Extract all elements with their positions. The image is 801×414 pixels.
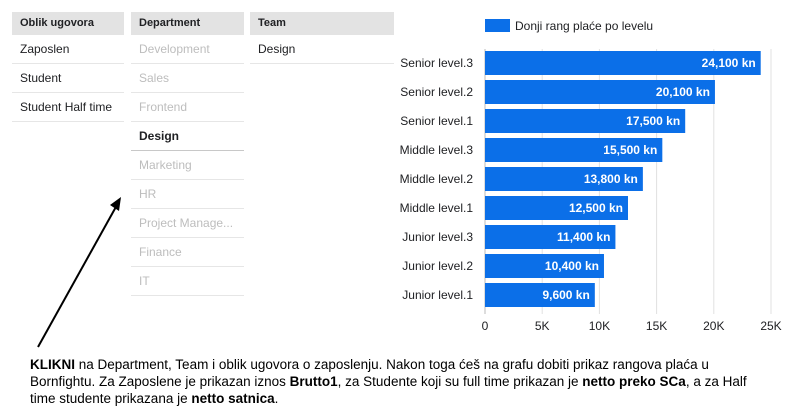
filter-oblik-ugovora: Oblik ugovora Zaposlen Student Student H… xyxy=(12,12,124,122)
filter-item-marketing[interactable]: Marketing xyxy=(131,151,244,180)
y-category-label: Middle level.1 xyxy=(400,201,474,215)
instr-bold-brutto: Brutto1 xyxy=(289,374,338,389)
y-category-label: Middle level.3 xyxy=(400,143,474,157)
x-tick-label: 10K xyxy=(589,319,610,333)
filter-item-finance[interactable]: Finance xyxy=(131,238,244,267)
y-category-label: Senior level.1 xyxy=(400,114,473,128)
x-tick-label: 0 xyxy=(482,319,489,333)
y-category-label: Junior level.1 xyxy=(402,288,473,302)
x-tick-label: 20K xyxy=(703,319,724,333)
filter-item-sales[interactable]: Sales xyxy=(131,64,244,93)
legend-label: Donji rang plaće po levelu xyxy=(515,19,653,33)
bar[interactable] xyxy=(485,167,643,191)
legend-swatch xyxy=(485,19,510,32)
bar[interactable] xyxy=(485,254,604,278)
filter-item-design-team[interactable]: Design xyxy=(250,35,394,64)
x-tick-label: 15K xyxy=(646,319,667,333)
filter-team: Team Design xyxy=(250,12,394,64)
instr-text-1: na Department, Team i oblik ugovora o za… xyxy=(30,357,709,389)
y-category-label: Junior level.3 xyxy=(402,230,473,244)
filter-item-student[interactable]: Student xyxy=(12,64,124,93)
filter-header[interactable]: Team xyxy=(250,12,394,35)
filter-item-it[interactable]: IT xyxy=(131,267,244,296)
filter-header[interactable]: Department xyxy=(131,12,244,35)
filter-item-hr[interactable]: HR xyxy=(131,180,244,209)
x-tick-label: 25K xyxy=(760,319,781,333)
bar-value-label: 24,100 kn xyxy=(702,56,756,70)
filter-department: Department Development Sales Frontend De… xyxy=(131,12,244,296)
bar[interactable] xyxy=(485,51,761,75)
instr-text-4: . xyxy=(274,391,279,406)
bar[interactable] xyxy=(485,225,616,249)
filter-item-student-half-time[interactable]: Student Half time xyxy=(12,93,124,122)
bar[interactable] xyxy=(485,80,715,104)
bar-value-label: 20,100 kn xyxy=(656,85,710,99)
instructions-text: KLIKNI na Department, Team i oblik ugovo… xyxy=(30,356,770,407)
bar-value-label: 11,400 kn xyxy=(557,230,610,244)
bar[interactable] xyxy=(485,109,686,133)
y-category-label: Junior level.2 xyxy=(402,259,473,273)
instr-text-3: , a za Half time studente prikazana je xyxy=(30,374,747,406)
bar[interactable] xyxy=(485,196,628,220)
filter-item-development[interactable]: Development xyxy=(131,35,244,64)
filter-item-frontend[interactable]: Frontend xyxy=(131,93,244,122)
filter-item-design[interactable]: Design xyxy=(131,122,244,151)
chart-legend[interactable]: Donji rang plaće po levelu xyxy=(485,19,653,33)
y-category-label: Senior level.3 xyxy=(400,56,473,70)
bar-value-label: 15,500 kn xyxy=(603,143,657,157)
filter-item-zaposlen[interactable]: Zaposlen xyxy=(12,35,124,64)
y-category-label: Middle level.2 xyxy=(400,172,474,186)
instr-text-2: , za Studente koji su full time prikazan… xyxy=(337,374,583,389)
bar-value-label: 12,500 kn xyxy=(569,201,623,215)
bar[interactable] xyxy=(485,138,663,162)
bar-value-label: 10,400 kn xyxy=(545,259,599,273)
instr-bold-netto-satnica: netto satnica xyxy=(191,391,275,406)
bar-value-label: 9,600 kn xyxy=(542,288,589,302)
x-tick-label: 5K xyxy=(535,319,550,333)
bar[interactable] xyxy=(485,283,595,307)
instr-bold-klikni: KLIKNI xyxy=(30,357,75,372)
y-category-label: Senior level.2 xyxy=(400,85,473,99)
filter-item-project-manage[interactable]: Project Manage... xyxy=(131,209,244,238)
bar-value-label: 17,500 kn xyxy=(626,114,680,128)
filter-header[interactable]: Oblik ugovora xyxy=(12,12,124,35)
instr-bold-netto-sc: netto preko SCa xyxy=(582,374,686,389)
bar-value-label: 13,800 kn xyxy=(584,172,638,186)
